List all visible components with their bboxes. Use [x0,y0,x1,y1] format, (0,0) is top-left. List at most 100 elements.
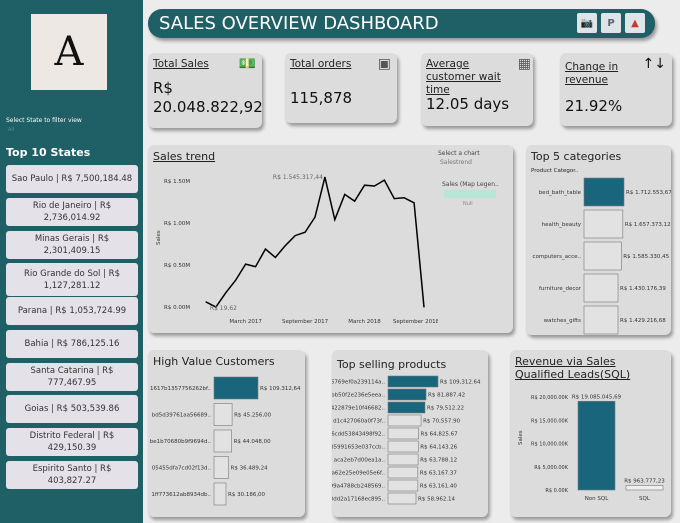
data-point [413,202,415,204]
data-point [284,245,286,247]
x-tick-label: March 2018 [348,319,381,325]
data-point [403,197,405,199]
kpi-total-sales: Total Sales 💵 R$ 20.048.822,92 [148,53,263,128]
category-label: d1c427060a0f73f.. [333,419,385,425]
powerpoint-icon[interactable]: P [601,13,621,33]
sales-line [205,177,425,308]
chart-title: High Value Customers [153,355,275,368]
value-label: R$ 1.585.330,45 [623,254,669,260]
pdf-icon[interactable]: ▲ [625,13,645,33]
x-tick-label: September 2017 [282,319,329,325]
category-label: 05455dfa7cd02f13d.. [152,466,211,472]
data-point [215,306,217,308]
y-tick-label: R$ 15,000.00K [531,418,569,424]
y-tick-label: R$ 0.00K [545,488,568,494]
bar [583,273,619,303]
category-label: 6cdd53843498f92.. [332,432,385,438]
chart-title: Revenue via Sales Qualified Leads(SQL) [515,355,631,381]
kpi-value: 115,878 [290,89,353,107]
value-label: R$ 79,512.22 [427,406,464,412]
state-filter-button[interactable]: Rio Grande do Sol | R$ 1,127,281.12 [6,263,138,296]
bar [387,479,419,492]
category-label: 422879e10f46682.. [332,406,385,412]
bar [213,376,259,400]
bar [577,400,616,491]
top-categories-chart: bed_bath_table R$ 1.712.553,67 health_beau… [533,177,671,335]
bar [387,427,419,440]
data-point [314,216,316,218]
state-filter-button[interactable]: Rio de Janeiro | R$ 2,736,014.92 [6,198,138,226]
value-label: R$ 109.312,64 [260,386,301,392]
data-point [373,185,376,187]
data-point [423,306,425,308]
y-tick-label: R$ 0.00M [164,305,190,311]
x-tick-label: March 2017 [229,319,262,325]
bar [387,401,426,414]
category-label: a62e25e09e05e6f.. [332,471,385,477]
state-filter-button[interactable]: Distrito Federal | R$ 429,150.39 [6,428,138,456]
sql-revenue-chart: R$ 0.00K R$ 5,000.00K R$ 10,000.00K R$ 15,0… [518,394,665,502]
legend-title: Sales (Map Legen.. [442,181,499,188]
data-point [324,176,326,178]
state-filter-button[interactable]: Santa Catarina | R$ 777,467.95 [6,363,138,391]
high-value-customers-card: High Value Customers 1617b1357756262bf..… [148,350,305,517]
category-label: furniture_decor [539,286,582,292]
data-point [294,235,296,237]
bar [583,209,624,239]
value-label: R$ 30.186,00 [228,492,266,498]
dashboard-header: SALES OVERVIEW DASHBOARD 📷 P ▲ [148,9,655,38]
high-value-customers-chart: 1617b1357756262bf.. R$ 109.312,64 bd5d3976… [150,376,301,506]
bar [583,241,622,271]
kpi-wait-time: Average customer wait time ▦ 12.05 days [421,53,533,126]
camera-icon[interactable]: 📷 [577,13,597,33]
category-label: d5991653e037ccb.. [332,445,385,451]
state-filter-button[interactable]: Parana | R$ 1,053,724.99 [6,297,138,325]
bar [387,388,427,401]
kpi-label: Total Sales [153,58,209,70]
y-tick-label: R$ 0.50M [164,263,190,269]
bar [625,485,664,491]
kpi-value: 12.05 days [426,95,510,113]
sort-arrows-icon: ↑↓ [642,56,666,72]
state-filter-button[interactable]: Minas Gerais | R$ 2,301,409.15 [6,231,138,259]
value-label: R$ 63,788.12 [420,458,457,464]
state-filter-dropdown[interactable]: All [8,127,15,133]
category-label: 3dd2a17168ec895.. [332,497,385,503]
chart-select-dropdown[interactable]: Salestrend [440,159,472,166]
data-point [205,301,207,303]
axis-label: Product Categor.. [531,168,579,174]
chart-title: Sales trend [153,150,216,163]
data-point [235,279,237,281]
sales-trend-chart: R$ 0.00M R$ 0.50M R$ 1.00M R$ 1.50M March 20… [156,174,438,325]
value-label: R$ 45.256,00 [234,413,272,419]
y-axis-label: Sales [518,430,524,445]
max-annotation: R$ 1.545.317,44 [273,174,323,181]
data-point [393,198,395,200]
state-filter-button[interactable]: Goias | R$ 503,539.86 [6,395,138,423]
top-products-chart: 5769ef0a239114a.. R$ 109,312.64 bb50f2e236… [332,375,481,505]
y-tick-label: R$ 1.50M [164,179,190,185]
category-label: 99a4788cb248569.. [332,484,385,490]
data-point [354,200,356,202]
category-label: computers_acce.. [533,254,582,260]
kpi-value: 21.92% [565,97,623,115]
data-point [383,179,385,181]
y-axis-label: Sales [156,230,162,245]
state-filter-button[interactable]: Sao Paulo | R$ 7,500,184.48 [6,165,138,193]
state-filter-button[interactable]: Espirito Santo | R$ 403,827.27 [6,461,138,489]
sales-trend-card: Sales trend Select a chart Salestrend Sa… [148,145,513,333]
value-label: R$ 1.430.176,39 [620,286,666,292]
box-icon: ▣ [377,56,391,72]
kpi-label: Total orders [290,58,352,70]
value-label: R$ 64,825.67 [421,432,459,438]
value-label: R$ 19.085.045,69 [572,394,622,400]
value-label: R$ 1.429.216,68 [620,318,666,324]
state-filter-button[interactable]: Bahia | R$ 786,125.16 [6,330,138,358]
chart-select-label: Select a chart [438,150,480,157]
top-products-card: Top selling products 5769ef0a239114a.. R$… [332,350,488,517]
data-point [344,193,346,196]
data-point [274,256,276,259]
y-tick-label: R$ 20,000.00K [531,395,569,401]
category-label: be1b70680b9f9694d.. [150,439,212,445]
value-label: R$ 63,161.40 [420,484,458,490]
